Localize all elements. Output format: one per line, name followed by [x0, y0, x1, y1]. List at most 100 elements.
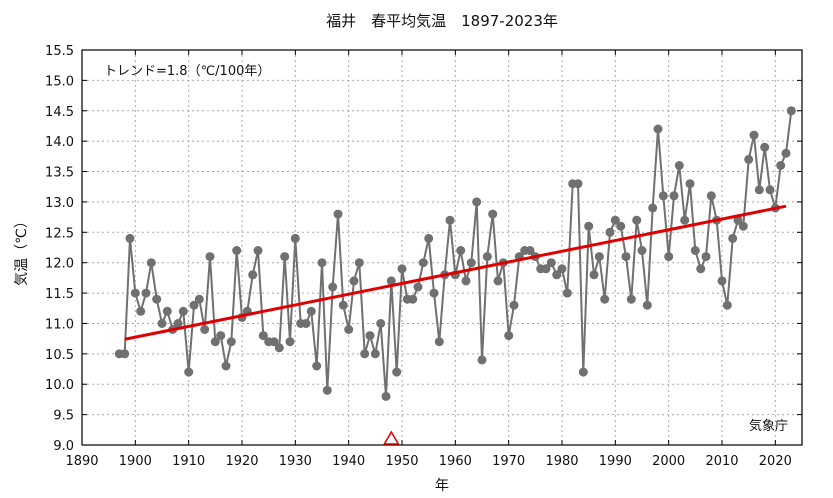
y-tick-label: 12.5 [45, 226, 74, 241]
data-point [562, 288, 572, 298]
data-point [589, 270, 599, 280]
data-point [392, 367, 402, 377]
y-tick-label: 11.5 [45, 287, 74, 302]
data-point [578, 367, 588, 377]
data-point [600, 294, 610, 304]
x-tick-label: 2000 [652, 454, 685, 469]
x-tick-label: 1970 [492, 454, 525, 469]
data-point [189, 300, 199, 310]
x-tick-label: 1930 [279, 454, 312, 469]
data-point [653, 124, 663, 134]
data-point [765, 185, 775, 195]
y-tick-label: 10.5 [45, 348, 74, 363]
data-point [658, 191, 668, 201]
data-point [200, 325, 210, 334]
triangle-marker [383, 430, 400, 445]
data-point [621, 252, 631, 262]
data-point [472, 197, 482, 207]
data-point [509, 300, 519, 310]
data-point [477, 355, 487, 365]
data-point [173, 319, 183, 328]
data-point [285, 337, 295, 347]
data-point [269, 337, 279, 347]
marker-group [383, 430, 400, 445]
data-point [221, 361, 231, 371]
trend-line [124, 204, 787, 341]
data-point [370, 349, 380, 359]
data-point [258, 331, 268, 341]
data-point [253, 246, 263, 255]
series-line [119, 110, 793, 397]
data-point [546, 258, 556, 268]
trend-annotation: トレンド=1.8（℃/100年） [104, 64, 270, 79]
data-point [637, 246, 647, 255]
data-point [445, 215, 455, 225]
data-point [120, 349, 130, 359]
data-point [466, 258, 476, 268]
data-point [648, 203, 658, 213]
data-point [344, 325, 354, 334]
data-point [301, 319, 311, 328]
data-point [690, 246, 700, 255]
data-point [482, 252, 492, 262]
data-point [349, 276, 359, 286]
data-point [669, 191, 679, 201]
data-point [541, 264, 551, 274]
data-point [194, 294, 204, 304]
data-point [786, 106, 796, 116]
data-point [338, 300, 348, 310]
data-point [728, 233, 738, 243]
data-point [706, 191, 716, 201]
data-point [274, 343, 284, 353]
y-tick-label: 13.0 [45, 196, 74, 211]
data-point [125, 233, 135, 243]
data-point [360, 349, 370, 359]
data-point [696, 264, 706, 274]
y-tick-label: 14.5 [45, 105, 74, 120]
data-point [701, 252, 711, 262]
data-point [626, 294, 636, 304]
x-tick-label: 1990 [599, 454, 632, 469]
source-label: 気象庁 [749, 418, 788, 434]
x-axis-title: 年 [435, 478, 449, 494]
y-tick-label: 15.0 [45, 74, 74, 89]
data-point [552, 270, 562, 280]
data-point [306, 306, 316, 316]
x-tick-label: 1890 [65, 454, 98, 469]
data-point [493, 276, 503, 286]
data-point [760, 142, 770, 152]
data-point [413, 282, 423, 292]
x-tick-label: 1920 [225, 454, 258, 469]
data-point [136, 306, 146, 316]
y-tick-label: 11.0 [45, 317, 74, 332]
data-point [642, 300, 652, 310]
data-point [381, 391, 391, 401]
data-point [722, 300, 732, 310]
data-point [317, 258, 327, 268]
data-point [376, 319, 386, 328]
y-tick-labels: 9.0 9.5 10.0 10.5 11.0 11.5 12.0 12.5 13.0 13.5 14… [45, 44, 74, 454]
data-point [162, 306, 172, 316]
data-point [632, 215, 642, 225]
y-tick-label: 13.5 [45, 166, 74, 181]
x-tick-label: 2010 [705, 454, 738, 469]
data-point [418, 258, 428, 268]
data-point [557, 264, 567, 274]
trend-group [124, 204, 787, 341]
y-tick-label: 9.0 [53, 439, 74, 454]
data-point [280, 252, 290, 262]
x-tick-label: 1910 [172, 454, 205, 469]
data-point [456, 246, 466, 255]
data-point [130, 288, 140, 298]
data-point [685, 179, 695, 189]
data-point [733, 215, 743, 225]
data-point [616, 221, 626, 231]
plot-frame [81, 49, 803, 446]
x-tick-label: 1940 [332, 454, 365, 469]
data-point [146, 258, 156, 268]
data-point [226, 337, 236, 347]
data-point [216, 331, 226, 341]
data-point [424, 233, 434, 243]
y-tick-label: 14.0 [45, 135, 74, 150]
